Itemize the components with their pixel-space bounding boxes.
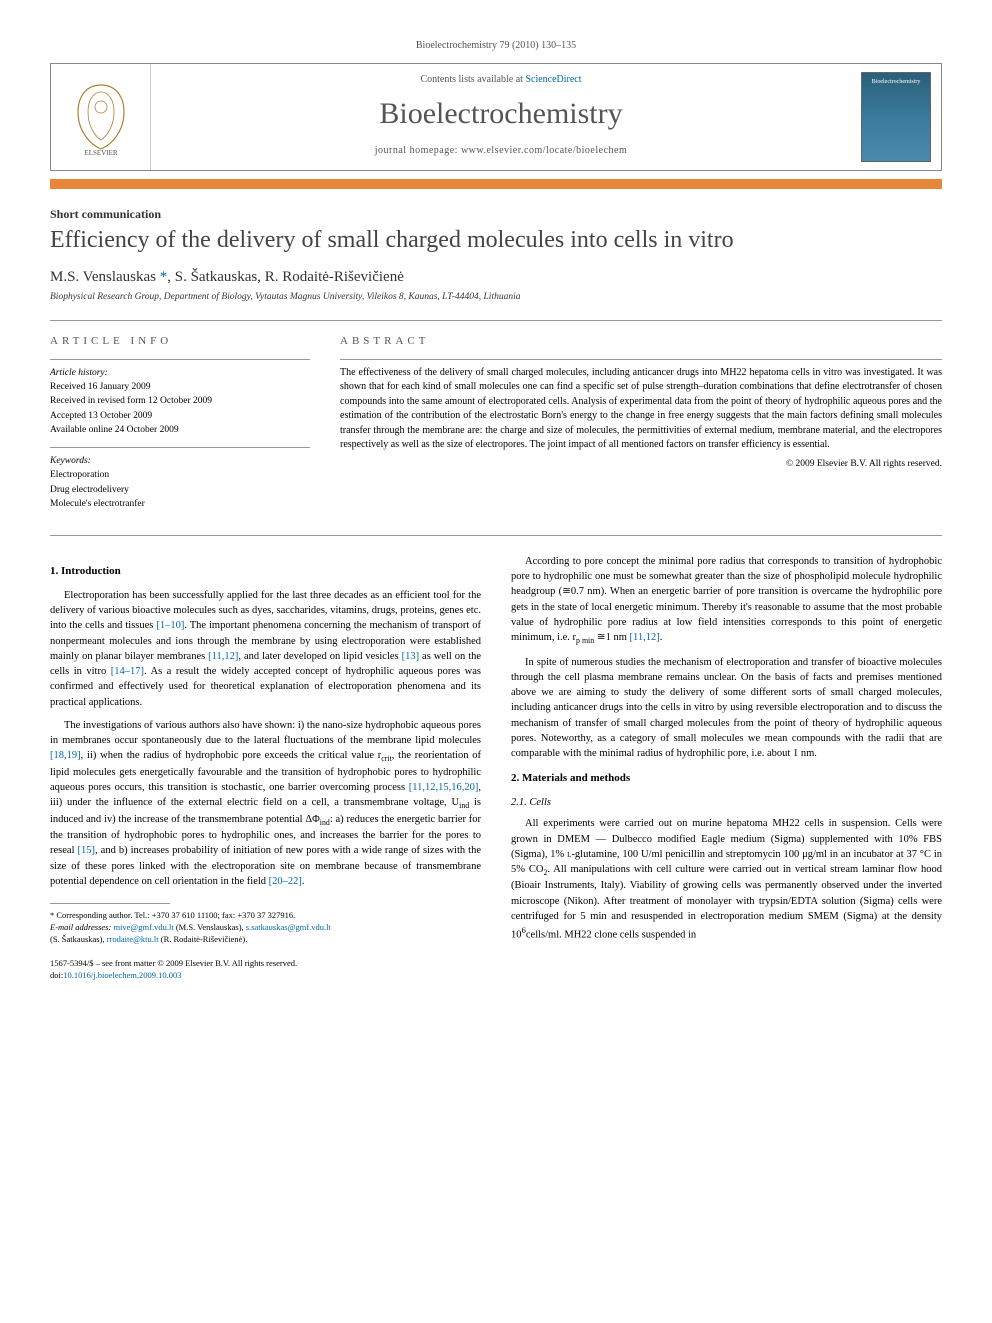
paragraph: All experiments were carried out on muri… [511, 816, 942, 943]
abstract-text: The effectiveness of the delivery of sma… [340, 359, 942, 453]
footnote-separator [50, 903, 170, 904]
running-header: Bioelectrochemistry 79 (2010) 130–135 [50, 40, 942, 51]
doi-label: doi: [50, 970, 63, 980]
cover-box: Bioelectrochemistry [851, 64, 941, 170]
divider [50, 320, 942, 321]
citation-link[interactable]: [15] [78, 845, 96, 856]
email-name: (M.S. Venslauskas), [176, 922, 244, 932]
elsevier-logo: ELSEVIER [66, 77, 136, 157]
citation-link[interactable]: [11,12,15,16,20] [409, 782, 479, 793]
paragraph: According to pore concept the minimal po… [511, 554, 942, 647]
column-right: According to pore concept the minimal po… [511, 554, 942, 981]
corresponding-marker: * [160, 269, 168, 285]
article-title: Efficiency of the delivery of small char… [50, 226, 942, 255]
citation-link[interactable]: [13] [402, 651, 420, 662]
email-addresses: E-mail addresses: mive@gmf.vdu.lt (M.S. … [50, 922, 481, 946]
email-label: E-mail addresses: [50, 922, 111, 932]
keywords-label: Keywords: [50, 454, 310, 468]
affiliation: Biophysical Research Group, Department o… [50, 292, 942, 302]
citation-link[interactable]: [18,19] [50, 750, 81, 761]
citation-link[interactable]: [14–17] [111, 666, 144, 677]
authors: M.S. Venslauskas *, S. Šatkauskas, R. Ro… [50, 269, 942, 286]
online-date: Available online 24 October 2009 [50, 423, 310, 437]
journal-cover-thumb: Bioelectrochemistry [861, 72, 931, 162]
contents-line: Contents lists available at ScienceDirec… [151, 74, 851, 85]
keyword: Electroporation [50, 468, 310, 482]
article-info-heading: ARTICLE INFO [50, 335, 310, 347]
citation-link[interactable]: [11,12] [630, 632, 660, 643]
article-type: Short communication [50, 207, 942, 222]
column-left: 1. Introduction Electroporation has been… [50, 554, 481, 981]
keyword: Drug electrodelivery [50, 483, 310, 497]
elsevier-logo-box: ELSEVIER [51, 64, 151, 170]
subsection-heading-cells: 2.1. Cells [511, 795, 942, 810]
paragraph: In spite of numerous studies the mechani… [511, 655, 942, 762]
orange-divider-bar [50, 179, 942, 189]
email-link[interactable]: rrodaite@ktu.lt [107, 934, 159, 944]
email-link[interactable]: s.satkauskas@gmf.vdu.lt [246, 922, 331, 932]
abstract-column: ABSTRACT The effectiveness of the delive… [340, 335, 942, 521]
section-heading-intro: 1. Introduction [50, 564, 481, 580]
abstract-heading: ABSTRACT [340, 335, 942, 347]
section-heading-methods: 2. Materials and methods [511, 771, 942, 787]
abstract-copyright: © 2009 Elsevier B.V. All rights reserved… [340, 459, 942, 469]
citation-link[interactable]: [11,12] [208, 651, 238, 662]
article-info-column: ARTICLE INFO Article history: Received 1… [50, 335, 310, 521]
issn-line: 1567-5394/$ – see front matter © 2009 El… [50, 958, 481, 970]
corresponding-footnote: * Corresponding author. Tel.: +370 37 61… [50, 910, 481, 946]
revised-date: Received in revised form 12 October 2009 [50, 394, 310, 408]
body-columns: 1. Introduction Electroporation has been… [50, 554, 942, 981]
email-name: (S. Šatkauskas), [50, 934, 105, 944]
keywords-block: Keywords: Electroporation Drug electrode… [50, 447, 310, 511]
sciencedirect-link[interactable]: ScienceDirect [525, 74, 581, 85]
citation-link[interactable]: [1–10] [156, 620, 184, 631]
meta-abstract-row: ARTICLE INFO Article history: Received 1… [50, 335, 942, 521]
email-link[interactable]: mive@gmf.vdu.lt [113, 922, 173, 932]
svg-text:ELSEVIER: ELSEVIER [84, 149, 117, 157]
accepted-date: Accepted 13 October 2009 [50, 409, 310, 423]
keyword: Molecule's electrotranfer [50, 497, 310, 511]
contents-text: Contents lists available at [420, 74, 525, 85]
journal-title: Bioelectrochemistry [151, 97, 851, 131]
paragraph: The investigations of various authors al… [50, 718, 481, 889]
article-history: Article history: Received 16 January 200… [50, 359, 310, 437]
doi-link[interactable]: 10.1016/j.bioelechem.2009.10.003 [63, 970, 181, 980]
banner-center: Contents lists available at ScienceDirec… [151, 64, 851, 170]
footer-info: 1567-5394/$ – see front matter © 2009 El… [50, 958, 481, 982]
email-name: (R. Rodaitė-Riševičienė). [161, 934, 248, 944]
divider [50, 535, 942, 536]
history-label: Article history: [50, 366, 310, 380]
corr-author-info: * Corresponding author. Tel.: +370 37 61… [50, 910, 481, 922]
citation-link[interactable]: [20–22] [269, 876, 302, 887]
cover-thumb-label: Bioelectrochemistry [862, 79, 930, 85]
received-date: Received 16 January 2009 [50, 380, 310, 394]
paragraph: Electroporation has been successfully ap… [50, 588, 481, 710]
journal-homepage: journal homepage: www.elsevier.com/locat… [151, 145, 851, 156]
journal-banner: ELSEVIER Contents lists available at Sci… [50, 63, 942, 171]
